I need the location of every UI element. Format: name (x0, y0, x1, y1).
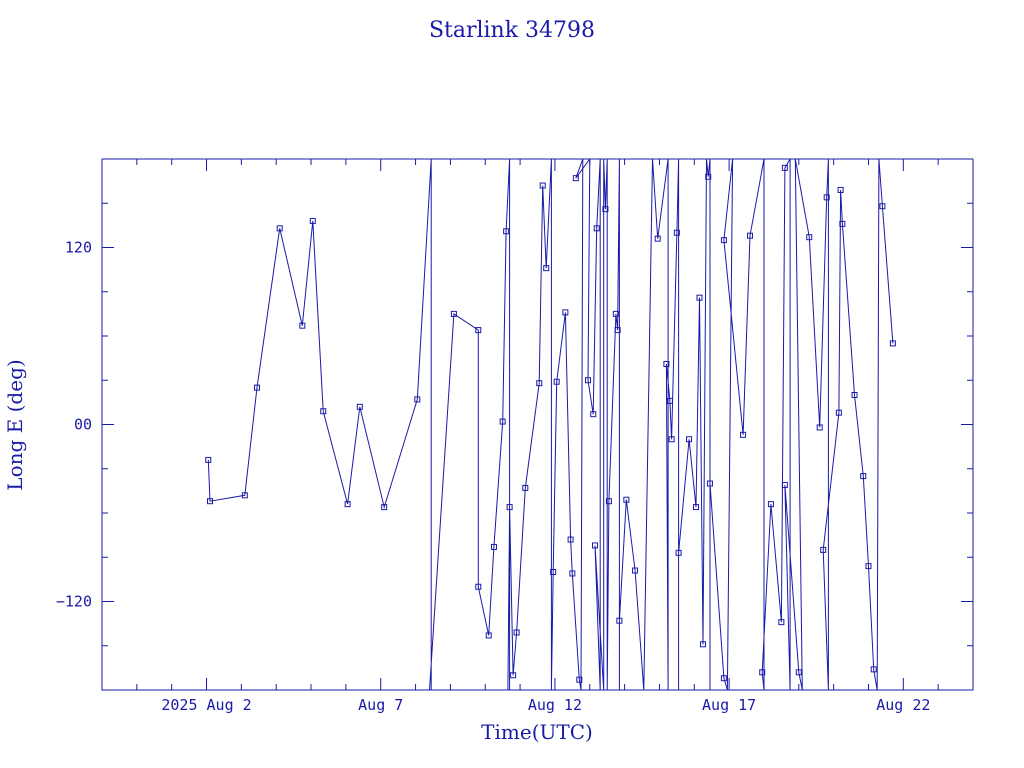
data-point (668, 436, 675, 443)
data-point (499, 418, 506, 425)
data-point (865, 563, 872, 570)
data-point (740, 431, 747, 438)
data-point (835, 409, 842, 416)
data-point (241, 492, 248, 499)
data-point (816, 424, 823, 431)
data-point (562, 309, 569, 316)
data-point (693, 504, 700, 511)
data-point (553, 378, 560, 385)
data-point (299, 322, 306, 329)
data-point (490, 543, 497, 550)
data-point (860, 473, 867, 480)
y-tick-label: 00 (74, 416, 92, 434)
data-point (276, 225, 283, 232)
data-point (616, 617, 623, 624)
data-point (839, 220, 846, 227)
data-point (820, 546, 827, 553)
series-layer (205, 159, 896, 690)
data-point (870, 666, 877, 673)
data-point (673, 229, 680, 236)
x-tick-label: Aug 17 (702, 696, 756, 714)
data-point (572, 175, 579, 182)
series-line (207, 159, 894, 690)
data-point (510, 672, 517, 679)
data-point (567, 536, 574, 543)
data-point (781, 481, 788, 488)
data-point (536, 380, 543, 387)
data-point (593, 225, 600, 232)
data-point (475, 327, 482, 334)
data-point (699, 641, 706, 648)
data-point (632, 567, 639, 574)
y-axis-label: Long E (deg) (3, 359, 27, 490)
data-point (602, 206, 609, 213)
x-axis-label: Time(UTC) (481, 720, 593, 744)
data-point (612, 310, 619, 317)
data-point (503, 228, 510, 235)
x-tick-label: Aug 7 (358, 696, 403, 714)
data-point (767, 501, 774, 508)
data-point (550, 569, 557, 575)
data-point (654, 235, 661, 242)
data-point (576, 676, 583, 683)
data-point (623, 496, 630, 503)
plot-frame (101, 158, 974, 691)
data-point (614, 327, 621, 334)
data-point (309, 217, 316, 224)
chart-title: Starlink 34798 (429, 18, 595, 43)
data-point (585, 377, 592, 384)
data-point (675, 549, 682, 556)
data-point (381, 504, 388, 511)
data-point (569, 570, 576, 577)
x-tick-label: 2025 Aug 2 (161, 696, 251, 714)
data-point (778, 619, 785, 626)
data-point (344, 501, 351, 508)
data-point (806, 234, 813, 241)
data-point (747, 232, 754, 239)
data-point (879, 203, 886, 210)
data-point (705, 173, 712, 180)
data-point (205, 456, 212, 463)
data-point (475, 583, 482, 590)
data-point (506, 504, 513, 511)
data-point (706, 480, 713, 487)
data-point (851, 392, 858, 398)
data-point (666, 397, 673, 404)
data-point (543, 265, 550, 272)
data-point (781, 164, 788, 171)
data-point (320, 408, 327, 415)
data-point (450, 310, 457, 317)
data-point (720, 237, 727, 244)
data-point (522, 484, 529, 491)
data-point (207, 498, 214, 505)
x-tick-label: Aug 22 (876, 696, 930, 714)
y-tick-label: −120 (56, 593, 92, 611)
ticks-layer: 2025 Aug 2 Aug 7 Aug 12 Aug 17 Aug 22 120 00 −1… (56, 158, 974, 714)
data-point (591, 542, 598, 549)
data-point (696, 294, 703, 301)
data-point (539, 182, 546, 189)
data-point (759, 669, 766, 676)
y-tick-label: 120 (65, 239, 92, 257)
data-point (663, 361, 670, 368)
data-point (686, 436, 693, 443)
data-point (823, 194, 830, 201)
data-point (720, 675, 727, 682)
data-point (254, 384, 261, 391)
data-point (356, 403, 363, 410)
data-point (889, 340, 896, 347)
data-point (590, 411, 597, 418)
data-point (605, 498, 612, 505)
data-point (795, 669, 802, 676)
data-point (513, 629, 520, 636)
x-tick-label: Aug 12 (528, 696, 582, 714)
data-point (837, 186, 844, 193)
data-point (414, 396, 421, 403)
data-point (485, 632, 492, 639)
